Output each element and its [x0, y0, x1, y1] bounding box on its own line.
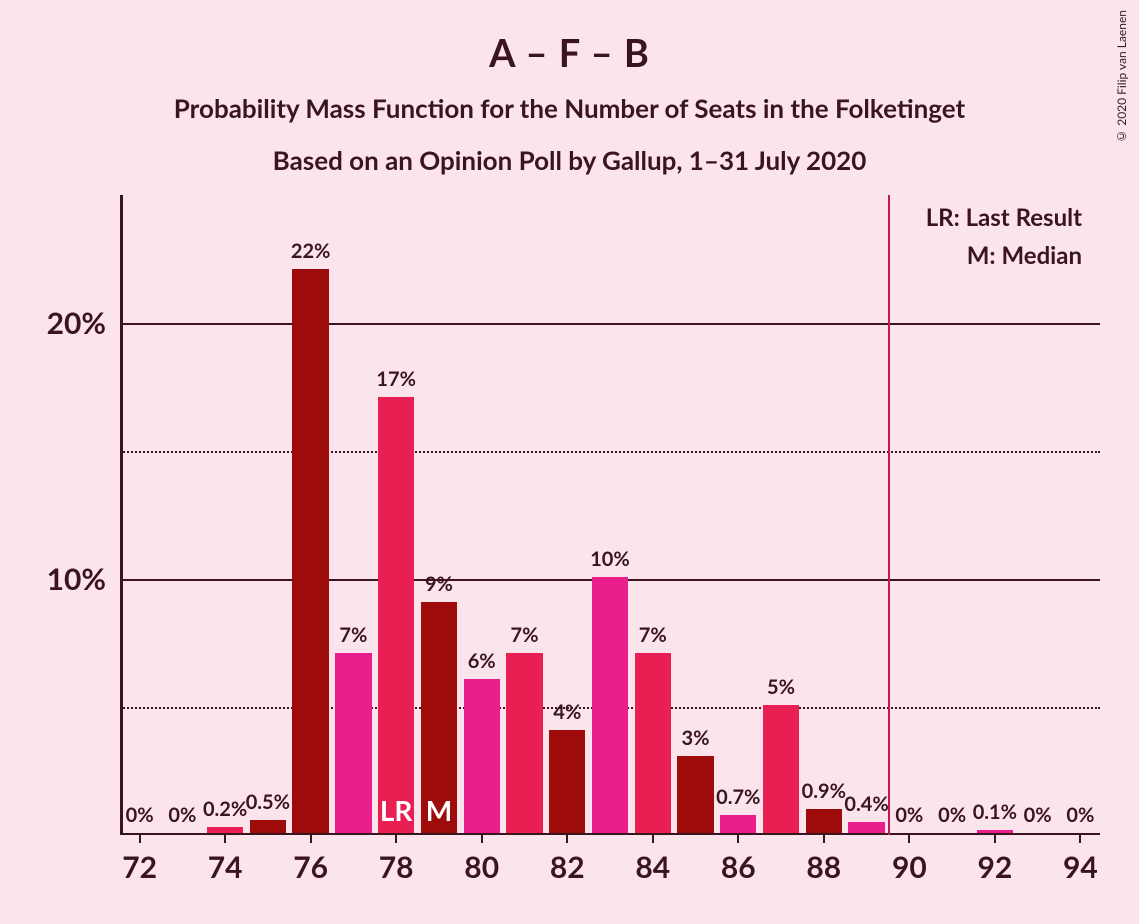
x-axis-tick [652, 835, 654, 843]
bar-value-label: 22% [291, 239, 331, 263]
bar: 0.2% [207, 827, 243, 832]
bar-value-label: 0% [126, 803, 154, 827]
bar-value-label: 5% [767, 675, 795, 699]
x-axis-label: 82 [550, 849, 585, 885]
majority-line [888, 195, 890, 835]
bar-value-label: 0% [1066, 803, 1094, 827]
bar-value-label: 0% [168, 803, 196, 827]
bar: 10% [592, 577, 628, 833]
bar-value-label: 7% [639, 623, 667, 647]
x-axis-tick [823, 835, 825, 843]
bar: 0.1% [977, 830, 1013, 833]
bar-value-label: 0.7% [716, 785, 760, 809]
bar-value-label: 4% [553, 700, 581, 724]
bar: 7% [335, 653, 371, 832]
x-axis-label: 94 [1063, 849, 1098, 885]
bar: 7% [506, 653, 542, 832]
x-axis-tick [566, 835, 568, 843]
x-axis-tick [994, 835, 996, 843]
legend-m: M: Median [967, 241, 1082, 270]
bar-value-label: 0.1% [973, 800, 1017, 824]
x-axis-tick [737, 835, 739, 843]
bar: 4% [549, 730, 585, 832]
plot-area: 10%20% 0%0%0.2%0.5%22%7%17%LR9%M6%7%4%10… [120, 195, 1100, 835]
chart-container: A – F – B Probability Mass Function for … [0, 0, 1139, 924]
y-axis [120, 195, 123, 835]
y-axis-label: 20% [47, 305, 106, 341]
bar-value-label: 0.4% [844, 792, 888, 816]
x-axis-tick [395, 835, 397, 843]
gridline-major [120, 323, 1100, 325]
bar: 17%LR [378, 397, 414, 832]
bar-value-label: 7% [510, 623, 538, 647]
x-axis-label: 84 [635, 849, 670, 885]
x-axis-label: 76 [293, 849, 328, 885]
x-axis-tick [481, 835, 483, 843]
bar: 0.7% [720, 815, 756, 833]
bar-value-label: 0% [1024, 803, 1052, 827]
bar: 0.9% [806, 809, 842, 832]
x-axis-tick [1079, 835, 1081, 843]
chart-title: A – F – B [0, 30, 1139, 76]
y-axis-label: 10% [47, 561, 106, 597]
bar-marker-lr: LR [378, 793, 414, 827]
bar: 7% [635, 653, 671, 832]
bar-value-label: 17% [376, 367, 416, 391]
x-axis-label: 88 [806, 849, 841, 885]
bar: 5% [763, 705, 799, 833]
chart-subtitle-2: Based on an Opinion Poll by Gallup, 1–31… [0, 144, 1139, 176]
x-axis-tick [310, 835, 312, 843]
bar-value-label: 7% [339, 623, 367, 647]
bar-value-label: 0.2% [203, 797, 247, 821]
bar-value-label: 0.9% [802, 779, 846, 803]
x-axis-tick [908, 835, 910, 843]
x-axis-label: 72 [122, 849, 157, 885]
legend-lr: LR: Last Result [926, 203, 1082, 232]
gridline-minor [120, 451, 1100, 453]
x-axis-label: 86 [721, 849, 756, 885]
x-axis [120, 833, 1100, 836]
chart-subtitle-1: Probability Mass Function for the Number… [0, 92, 1139, 124]
bar-value-label: 9% [425, 572, 453, 596]
bar-marker-m: M [421, 793, 457, 827]
copyright-text: © 2020 Filip van Laenen [1114, 10, 1129, 144]
bar: 0.4% [848, 822, 884, 832]
x-axis-tick [224, 835, 226, 843]
bar-value-label: 3% [682, 726, 710, 750]
bar-value-label: 6% [468, 649, 496, 673]
bar: 3% [677, 756, 713, 833]
x-axis-label: 90 [892, 849, 927, 885]
x-axis-tick [139, 835, 141, 843]
bar: 0.5% [250, 820, 286, 833]
bar-value-label: 10% [590, 547, 630, 571]
bar-value-label: 0% [895, 803, 923, 827]
x-axis-label: 78 [379, 849, 414, 885]
bar: 22% [292, 269, 328, 832]
x-axis-label: 92 [977, 849, 1012, 885]
bar: 9%M [421, 602, 457, 832]
bar-value-label: 0.5% [246, 790, 290, 814]
x-axis-label: 74 [208, 849, 243, 885]
bar: 6% [464, 679, 500, 833]
x-axis-label: 80 [464, 849, 499, 885]
bar-value-label: 0% [938, 803, 966, 827]
